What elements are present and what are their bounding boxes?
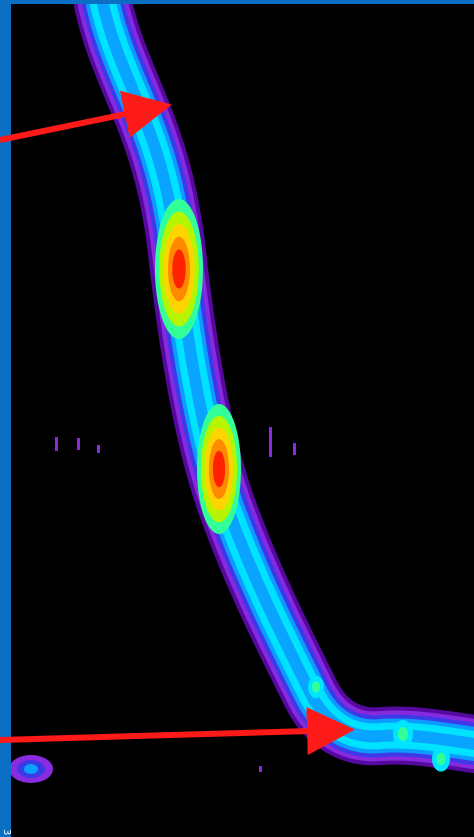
left-frame-bar [0, 0, 11, 837]
top-frame-bar [0, 0, 474, 4]
bottom-left-label: 3 [1, 828, 12, 835]
left-blob [24, 764, 38, 774]
isolated-mark [259, 766, 262, 772]
isolated-mark [269, 427, 272, 457]
branch-spot [436, 752, 446, 766]
upper-arrow [0, 90, 172, 143]
hotspot-contour [212, 450, 226, 488]
branch-spot [398, 727, 408, 741]
isolated-mark [97, 445, 100, 453]
lower-arrow [0, 707, 355, 756]
hotspot-contour [172, 249, 186, 289]
isolated-mark [293, 443, 296, 455]
isolated-mark [77, 438, 80, 450]
small-marks [11, 427, 296, 783]
contour-blobs [74, 4, 474, 773]
isolated-mark [55, 437, 58, 451]
branch-spot [312, 681, 320, 693]
heatmap-plot [11, 4, 474, 837]
